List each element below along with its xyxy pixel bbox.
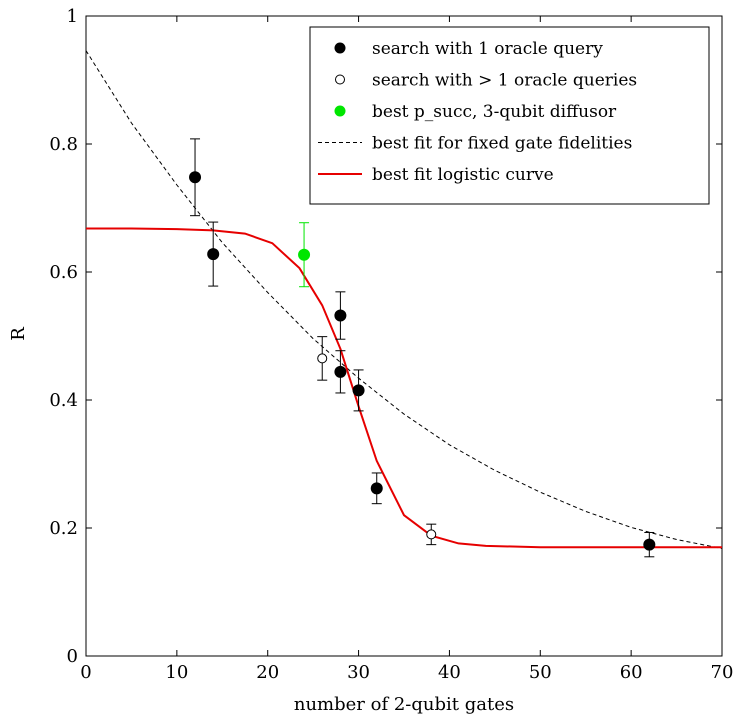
legend-label: best p_succ, 3-qubit diffusor	[372, 102, 617, 122]
x-tick-label: 60	[620, 662, 643, 683]
data-point	[317, 353, 328, 364]
legend-marker	[334, 42, 346, 54]
y-axis-label: R	[8, 327, 29, 341]
data-point	[334, 365, 347, 378]
data-point	[298, 248, 311, 261]
data-point	[352, 384, 365, 397]
y-tick-label: 0.6	[49, 262, 78, 283]
data-point	[207, 248, 220, 261]
x-tick-label: 0	[80, 662, 91, 683]
legend-label: best fit for fixed gate fidelities	[372, 134, 632, 154]
plot-area	[85, 15, 723, 657]
legend: search with 1 oracle query search with > …	[309, 26, 710, 205]
legend-label: best fit logistic curve	[372, 165, 554, 185]
fixed-fidelity-fit-line	[85, 50, 723, 549]
legend-box	[309, 26, 710, 205]
plot-frame	[85, 15, 723, 657]
data-point	[189, 171, 202, 184]
y-tick-label: 0.4	[49, 390, 78, 411]
data-point	[643, 538, 656, 551]
legend-marker	[334, 105, 346, 117]
y-tick-label: 0	[67, 646, 78, 667]
logistic-fit-line	[86, 227, 722, 549]
legend-marker	[335, 74, 345, 85]
x-tick-label: 10	[165, 662, 188, 683]
x-tick-label: 20	[256, 662, 279, 683]
data-point	[370, 482, 383, 495]
x-tick-label: 30	[347, 662, 370, 683]
data-layer	[85, 50, 723, 558]
x-axis-label: number of 2-qubit gates	[294, 694, 514, 715]
legend-label: search with > 1 oracle queries	[372, 71, 637, 91]
x-tick-label: 70	[711, 662, 734, 683]
data-point	[334, 309, 347, 322]
y-tick-label: 1	[67, 6, 78, 27]
data-point	[426, 529, 437, 540]
legend-label: search with 1 oracle query	[372, 39, 603, 59]
y-tick-label: 0.8	[49, 134, 78, 155]
x-tick-label: 50	[529, 662, 552, 683]
ticks-layer: 0 10 20 30 40 50 60 70 0 0.2 0.4 0.6 0.8 1	[49, 6, 733, 683]
x-tick-label: 40	[438, 662, 461, 683]
y-tick-label: 0.2	[49, 518, 78, 539]
